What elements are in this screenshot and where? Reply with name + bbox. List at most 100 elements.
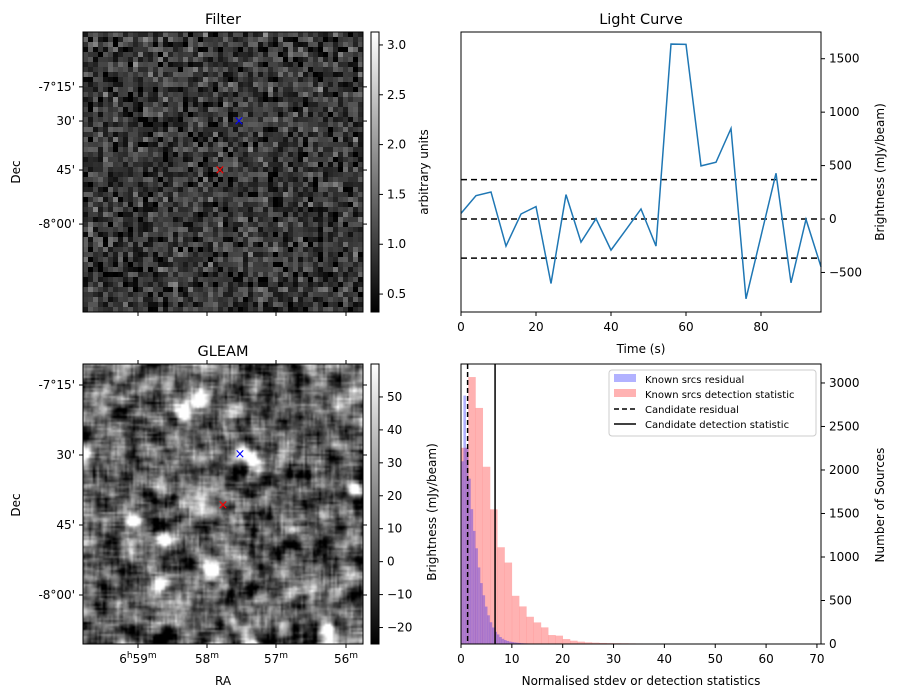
histogram-bar [477, 567, 481, 644]
colorbar-tick-label: 10 [387, 522, 402, 536]
histogram-bar [548, 635, 556, 644]
gleam-colorbar [370, 363, 380, 645]
histogram-bar [499, 637, 502, 644]
histogram-bar [562, 639, 571, 644]
histogram-bar [515, 642, 519, 644]
histogram-bar [513, 642, 517, 644]
histogram-bar [511, 642, 514, 644]
filter-title: Filter [205, 12, 241, 28]
colorbar-tick-label: 30 [387, 456, 402, 470]
y-tick-label: 1000 [829, 550, 860, 564]
histogram-bar [489, 622, 493, 644]
legend-label: Candidate residual [645, 405, 739, 416]
colorbar-tick-label: −10 [387, 588, 412, 602]
gleam-panel: GLEAM Dec RA -7°15'30'45'-8°00' 6h59m 58m… [9, 344, 439, 688]
histogram-bar [508, 641, 512, 644]
x-tick-label: 70 [809, 652, 824, 666]
gleam-ylabel: Dec [9, 493, 23, 516]
filter-panel: Filter Dec -7°15' 30' 45' -8°00' 0.5 1.0 1.5 2… [9, 12, 431, 316]
histogram-bar [540, 627, 549, 644]
colorbar-tick-label: 2.5 [387, 88, 406, 102]
legend-swatch-residual [614, 374, 636, 382]
histogram-bar [461, 461, 464, 644]
colorbar-tick-label: 1.5 [387, 187, 406, 201]
ra-label-part: 57 [264, 652, 279, 666]
histogram-bar [492, 627, 495, 644]
colorbar-tick-label: 2.0 [387, 138, 406, 152]
histogram-bar [591, 642, 600, 644]
x-tick-label: 40 [657, 652, 672, 666]
histogram-bar [463, 395, 466, 644]
histogram-bar [584, 642, 593, 644]
legend-label: Candidate detection statistic [645, 420, 789, 431]
histogram-bar [490, 509, 498, 644]
histogram-bar [487, 615, 490, 644]
x-tick-label: 80 [753, 320, 768, 334]
x-tick-label: 20 [528, 320, 543, 334]
ra-tick-label: 56m [334, 651, 358, 666]
histogram-bar [555, 635, 563, 644]
legend-label: Known srcs detection statistic [645, 390, 794, 401]
colorbar-tick-label: 20 [387, 489, 402, 503]
histogram-bar [482, 466, 491, 644]
ra-tick-label: 58m [195, 651, 219, 666]
colorbar-tick-label: 3.0 [387, 38, 406, 52]
ra-tick-label: 6h59m [119, 651, 156, 666]
histogram-bar [497, 547, 505, 644]
histogram-bar [468, 377, 476, 644]
x-tick-label: 60 [678, 320, 693, 334]
histogram-ylabel: Number of Sources [873, 448, 887, 563]
y-tick-label: 1000 [829, 105, 860, 119]
histogram-bar [470, 509, 474, 644]
y-tick-label: 500 [829, 593, 852, 607]
filter-ylabel: Dec [9, 160, 23, 183]
filter-colorbar-label: arbitrary units [417, 129, 431, 215]
histogram-bar [519, 606, 527, 644]
dec-tick-label: 45' [56, 518, 75, 532]
lightcurve-panel: Light Curve 0 20 40 60 80 −500 0 500 1000 1500 Ti… [457, 12, 887, 356]
candidate-marker-red: × [218, 498, 229, 513]
y-tick-label: 0 [829, 637, 837, 651]
histogram-bar [482, 595, 486, 644]
candidate-marker-blue: × [235, 447, 246, 462]
legend-swatch-detection [614, 389, 636, 397]
legend-label: Known srcs residual [645, 375, 744, 386]
histogram-bar [504, 640, 507, 644]
filter-axes-frame [82, 31, 364, 313]
colorbar-tick-label: 40 [387, 423, 402, 437]
gleam-colorbar-label: Brightness (mJy/beam) [425, 443, 439, 581]
dec-tick-label: 30' [56, 448, 75, 462]
x-tick-label: 10 [504, 652, 519, 666]
x-tick-label: 20 [555, 652, 570, 666]
histogram-bar [577, 641, 585, 644]
histogram-bar [570, 640, 578, 644]
y-tick-label: 3000 [829, 376, 860, 390]
lightcurve-title: Light Curve [599, 12, 683, 28]
histogram-bar [484, 606, 488, 644]
colorbar-tick-label: 1.0 [387, 237, 406, 251]
gleam-xlabel: RA [215, 674, 232, 688]
histogram-bar [465, 447, 469, 644]
histogram-bar [506, 640, 509, 644]
histogram-axes-frame [460, 363, 822, 645]
histogram-bar [504, 562, 513, 644]
histogram-bar [480, 583, 483, 644]
ra-label-part: 56 [334, 652, 349, 666]
histogram-bar [472, 530, 476, 644]
histogram-panel: 0 10 20 30 40 50 60 70050010001500200025003000 … [457, 363, 887, 688]
ra-label-part: 59 [133, 652, 148, 666]
histogram-bar [533, 622, 542, 644]
x-tick-label: 0 [457, 652, 465, 666]
dec-tick-label: 30' [56, 114, 75, 128]
light-curve-line [460, 43, 822, 300]
dec-tick-label: -8°00' [38, 588, 75, 602]
y-tick-label: 500 [829, 159, 852, 173]
histogram-bar [526, 616, 534, 644]
histogram-legend: Known srcs residual Known srcs detection… [608, 369, 817, 437]
lightcurve-xlabel: Time (s) [616, 342, 666, 356]
colorbar-tick-label: 0 [387, 555, 395, 569]
filter-image [83, 32, 363, 312]
ra-label-part: m [210, 651, 219, 661]
dec-tick-label: 45' [56, 163, 75, 177]
